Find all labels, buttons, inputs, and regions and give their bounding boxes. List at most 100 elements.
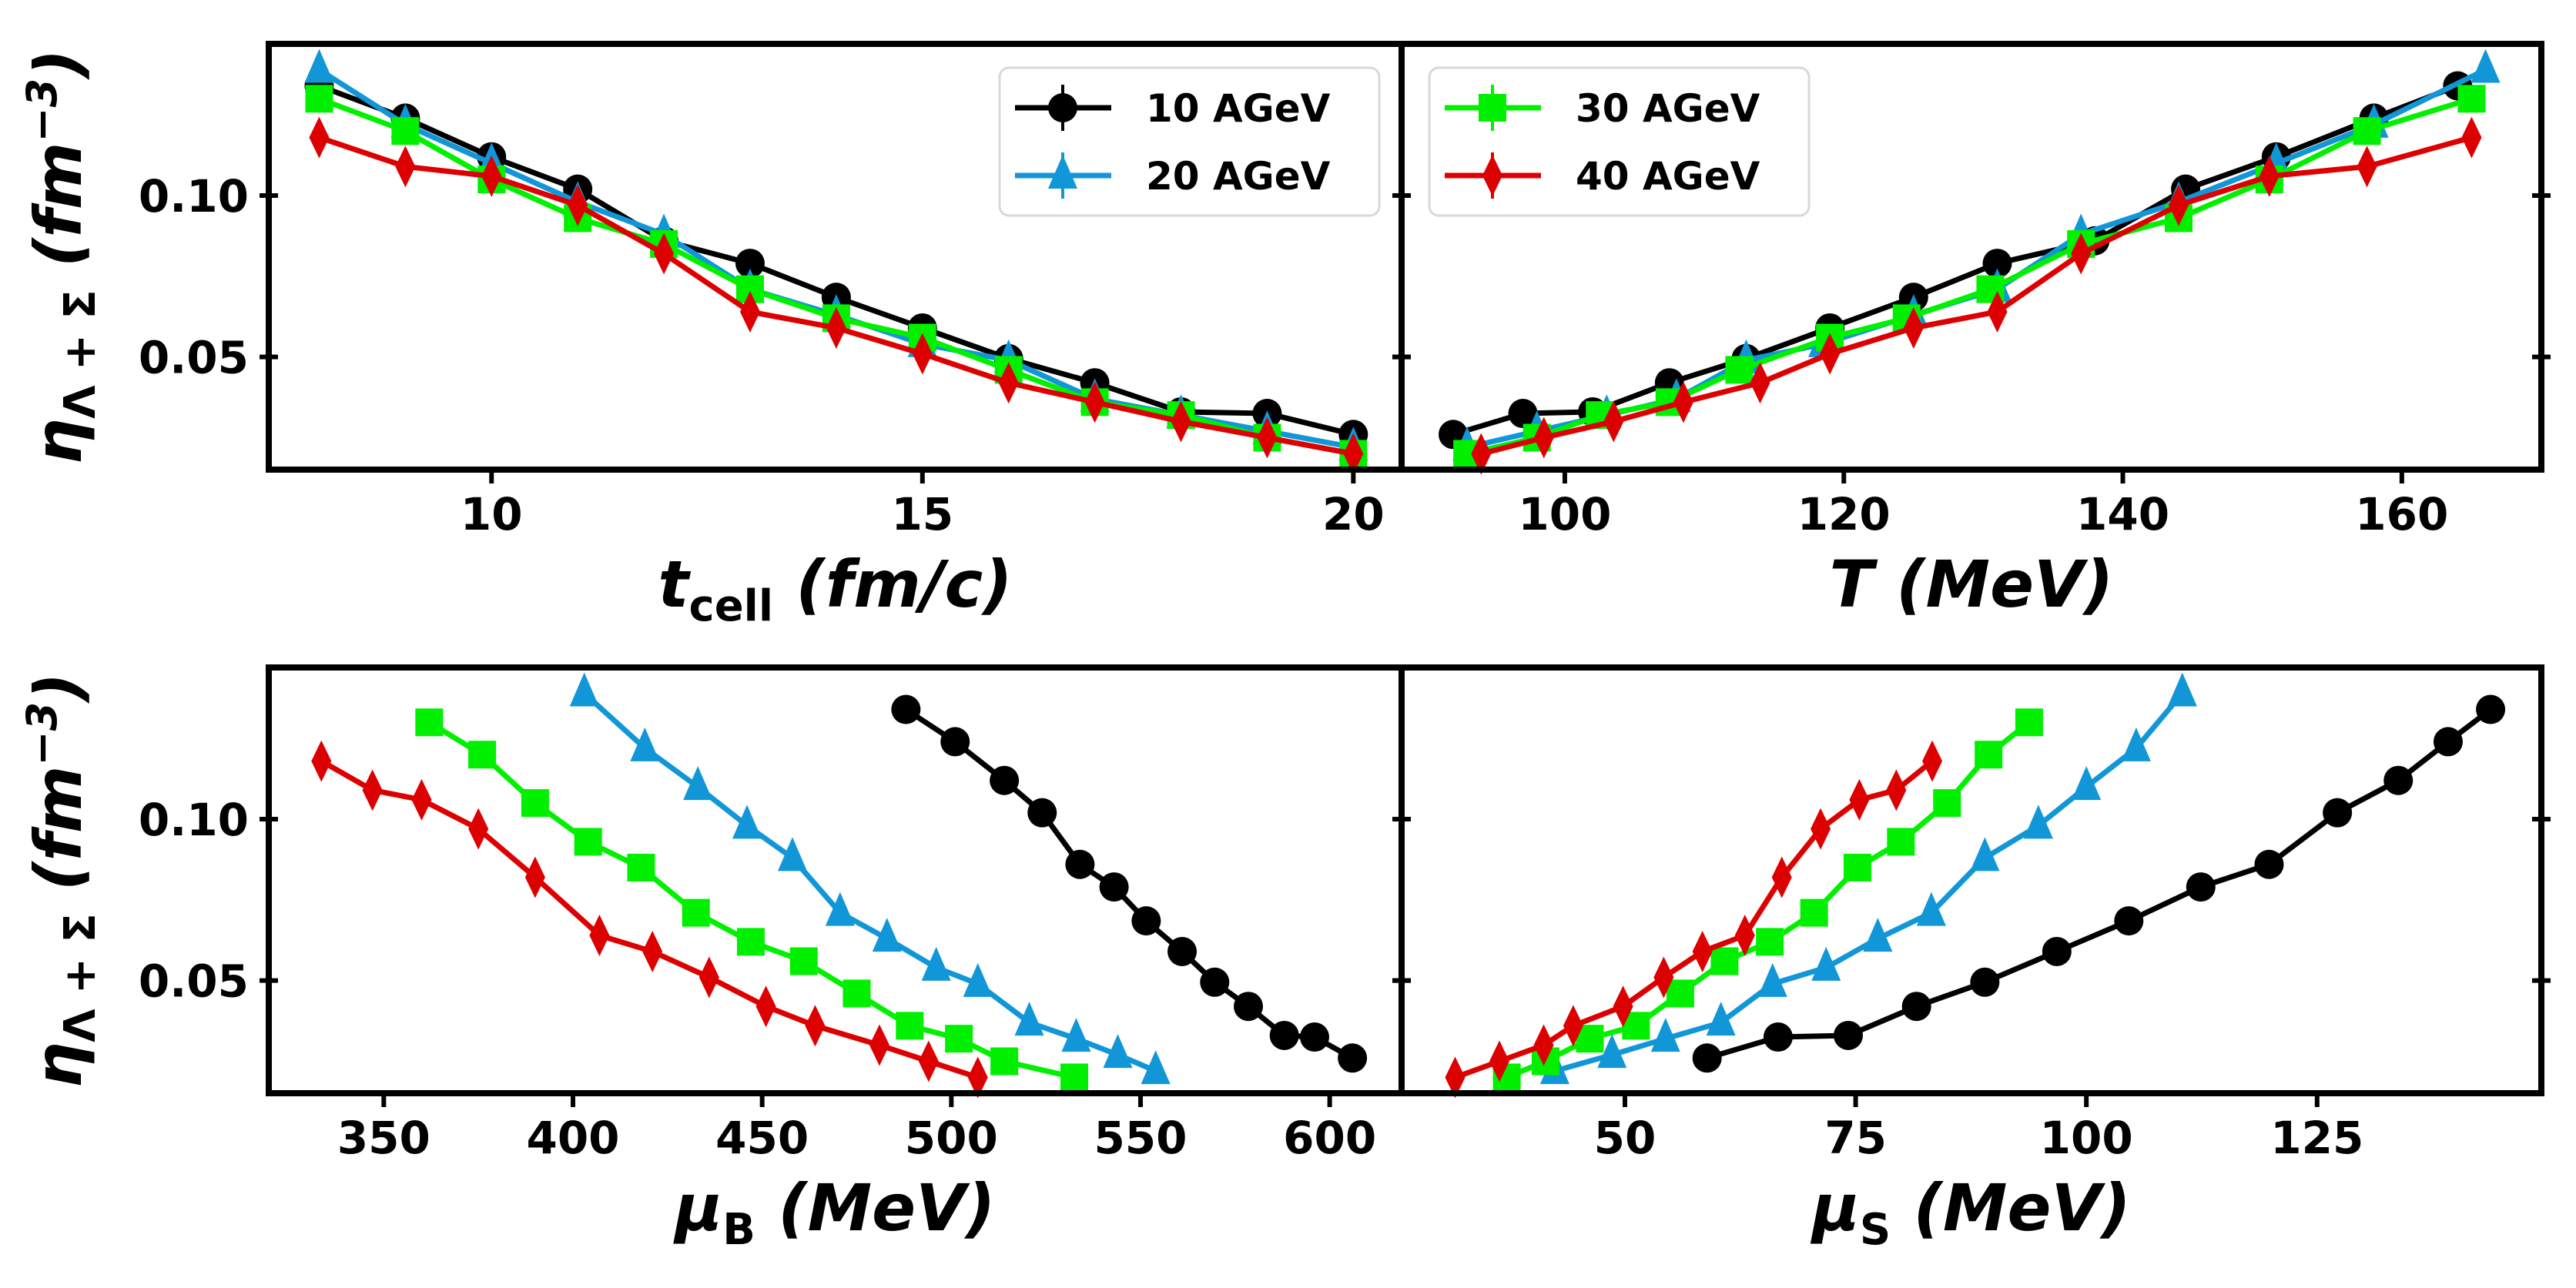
x-tick-label: 350: [337, 1112, 430, 1164]
data-point-diamond: [1084, 381, 1105, 423]
data-point-diamond: [755, 985, 776, 1028]
data-point-diamond: [2357, 146, 2377, 188]
data-point-diamond: [1734, 914, 1755, 956]
data-point-circle: [1982, 249, 2012, 279]
legend: 30 AGeV 40 AGeV: [1428, 66, 1811, 217]
y-axis-label-space: [21, 267, 96, 289]
data-point-triangle: [1970, 837, 2000, 871]
data-point-square: [1887, 828, 1915, 856]
series-20-agev: [569, 672, 1171, 1085]
data-point-diamond: [395, 146, 416, 188]
data-point-triangle: [569, 672, 599, 707]
data-point-triangle: [304, 49, 334, 83]
data-point-triangle: [777, 837, 807, 871]
data-point-square: [1060, 1063, 1089, 1092]
y-axis-label: ηΛ + Σ (fm−3): [18, 672, 106, 1088]
data-point-circle: [1338, 1043, 1368, 1073]
data-point-diamond: [524, 856, 545, 898]
data-point-square: [945, 1025, 973, 1053]
y-axis-label-symbol: η: [21, 1042, 96, 1089]
series-40-agev: [1445, 740, 1943, 1099]
x-tick-label: 600: [1283, 1112, 1376, 1164]
data-point-triangle: [2121, 727, 2151, 761]
data-point-square: [1933, 789, 1961, 818]
x-tick-label: 450: [715, 1112, 809, 1164]
data-point-diamond: [1603, 400, 1624, 443]
x-axis-label-unit: (fm/c): [796, 547, 1012, 622]
data-point-square: [468, 741, 497, 769]
x-tick-label: 10: [461, 488, 523, 540]
x-axis-label-symbol: t: [658, 547, 691, 622]
data-point-square: [1756, 928, 1784, 956]
data-point-circle: [990, 765, 1020, 795]
data-point-diamond: [1692, 930, 1713, 972]
data-point-triangle: [683, 766, 713, 801]
data-point-diamond: [1445, 1056, 1466, 1099]
data-point-diamond: [589, 914, 610, 956]
legend-marker-diamond: [1482, 155, 1502, 196]
data-point-diamond: [2461, 116, 2482, 159]
data-point-diamond: [1987, 290, 2008, 333]
data-point-diamond: [309, 116, 330, 159]
series-40-agev: [309, 116, 1364, 475]
data-point-diamond: [1533, 1024, 1554, 1066]
data-point-diamond: [411, 778, 432, 821]
y-axis-label-unit-close: ): [21, 672, 96, 704]
data-point-square: [627, 853, 655, 882]
data-point-triangle: [1597, 1034, 1627, 1069]
data-point-diamond: [998, 362, 1019, 404]
y-axis-label-superscript: −3: [18, 702, 66, 766]
y-tick-label: 0.05: [139, 955, 249, 1008]
data-point-triangle: [732, 805, 762, 839]
panel-top-right: 100 120 140 160 T (MeV) 30 AGeV 40 AGeV: [1392, 41, 2551, 622]
data-point-circle: [2323, 798, 2353, 828]
legend-entry: 30 AGeV: [1445, 85, 1760, 131]
data-point-square: [574, 828, 602, 856]
data-point-circle: [1027, 798, 1057, 828]
legend-entry: 20 AGeV: [1015, 152, 1331, 199]
data-point-diamond: [1849, 778, 1870, 821]
data-point-triangle: [872, 918, 902, 952]
x-tick-label: 100: [2040, 1112, 2133, 1164]
data-point-square: [391, 117, 420, 146]
data-point-square: [1975, 741, 2003, 769]
panel-bottom-left: 350 400 450 500 550 600 0.05 0.10 μB (MeV) ηΛ + Σ…: [18, 664, 1411, 1255]
data-point-diamond: [1489, 1040, 1510, 1082]
panel-bottom-right: 50 75 100 125 μS (MeV): [1392, 664, 2551, 1255]
data-point-triangle: [2470, 49, 2501, 83]
data-point-triangle: [1706, 1002, 1736, 1036]
data-point-square: [990, 1047, 1019, 1076]
x-tick-label: 15: [891, 488, 953, 540]
data-point-diamond: [362, 769, 383, 811]
x-tick-label: 160: [2355, 488, 2448, 540]
data-point-diamond: [1771, 856, 1792, 898]
x-tick-label: 550: [1094, 1112, 1187, 1164]
x-axis-label-subscript: cell: [689, 581, 774, 631]
data-point-triangle: [1141, 1050, 1171, 1085]
x-axis-label: T (MeV): [1830, 547, 2114, 622]
data-point-triangle: [963, 962, 993, 997]
data-point-circle: [1970, 967, 2000, 997]
data-point-triangle: [921, 946, 951, 981]
x-tick-label: 75: [1824, 1112, 1887, 1164]
axes-frame: [1399, 664, 2544, 1096]
data-point-diamond: [2259, 155, 2280, 197]
data-point-diamond: [1171, 400, 1191, 443]
data-point-circle: [2042, 936, 2072, 966]
data-point-square: [842, 979, 871, 1008]
data-point-square: [1844, 853, 1871, 882]
data-point-square: [2353, 117, 2381, 146]
data-point-diamond: [1471, 433, 1492, 475]
data-point-circle: [1763, 1022, 1793, 1052]
legend-label: 20 AGeV: [1146, 154, 1331, 199]
data-point-circle: [1508, 399, 1538, 429]
legend-label: 30 AGeV: [1576, 86, 1760, 131]
legend-frame: [1428, 66, 1811, 217]
data-point-circle: [1692, 1043, 1722, 1073]
data-point-triangle: [2167, 672, 2197, 707]
data-point-diamond: [311, 740, 332, 782]
data-point-triangle: [1757, 962, 1787, 997]
data-point-square: [682, 898, 710, 927]
